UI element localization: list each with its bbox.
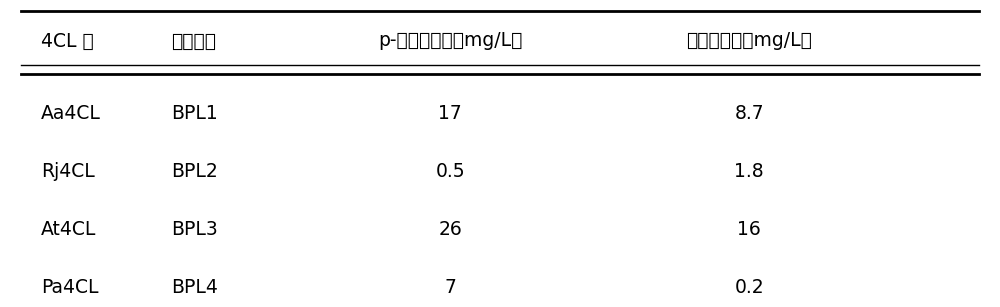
Text: p-香豆酸消耗（mg/L）: p-香豆酸消耗（mg/L） (378, 31, 522, 50)
Text: At4CL: At4CL (41, 220, 97, 239)
Text: 7: 7 (444, 278, 456, 297)
Text: 17: 17 (438, 104, 462, 123)
Text: BPL1: BPL1 (171, 104, 218, 123)
Text: 柚皮素产量（mg/L）: 柚皮素产量（mg/L） (686, 31, 812, 50)
Text: 16: 16 (737, 220, 761, 239)
Text: BPL4: BPL4 (171, 278, 218, 297)
Text: 8.7: 8.7 (734, 104, 764, 123)
Text: 4CL 酶: 4CL 酶 (41, 31, 94, 50)
Text: BPL2: BPL2 (171, 162, 218, 181)
Text: Aa4CL: Aa4CL (41, 104, 101, 123)
Text: Pa4CL: Pa4CL (41, 278, 99, 297)
Text: BPL3: BPL3 (171, 220, 218, 239)
Text: Rj4CL: Rj4CL (41, 162, 95, 181)
Text: 1.8: 1.8 (734, 162, 764, 181)
Text: 0.2: 0.2 (734, 278, 764, 297)
Text: 26: 26 (438, 220, 462, 239)
Text: 0.5: 0.5 (435, 162, 465, 181)
Text: 菌株编号: 菌株编号 (171, 31, 216, 50)
